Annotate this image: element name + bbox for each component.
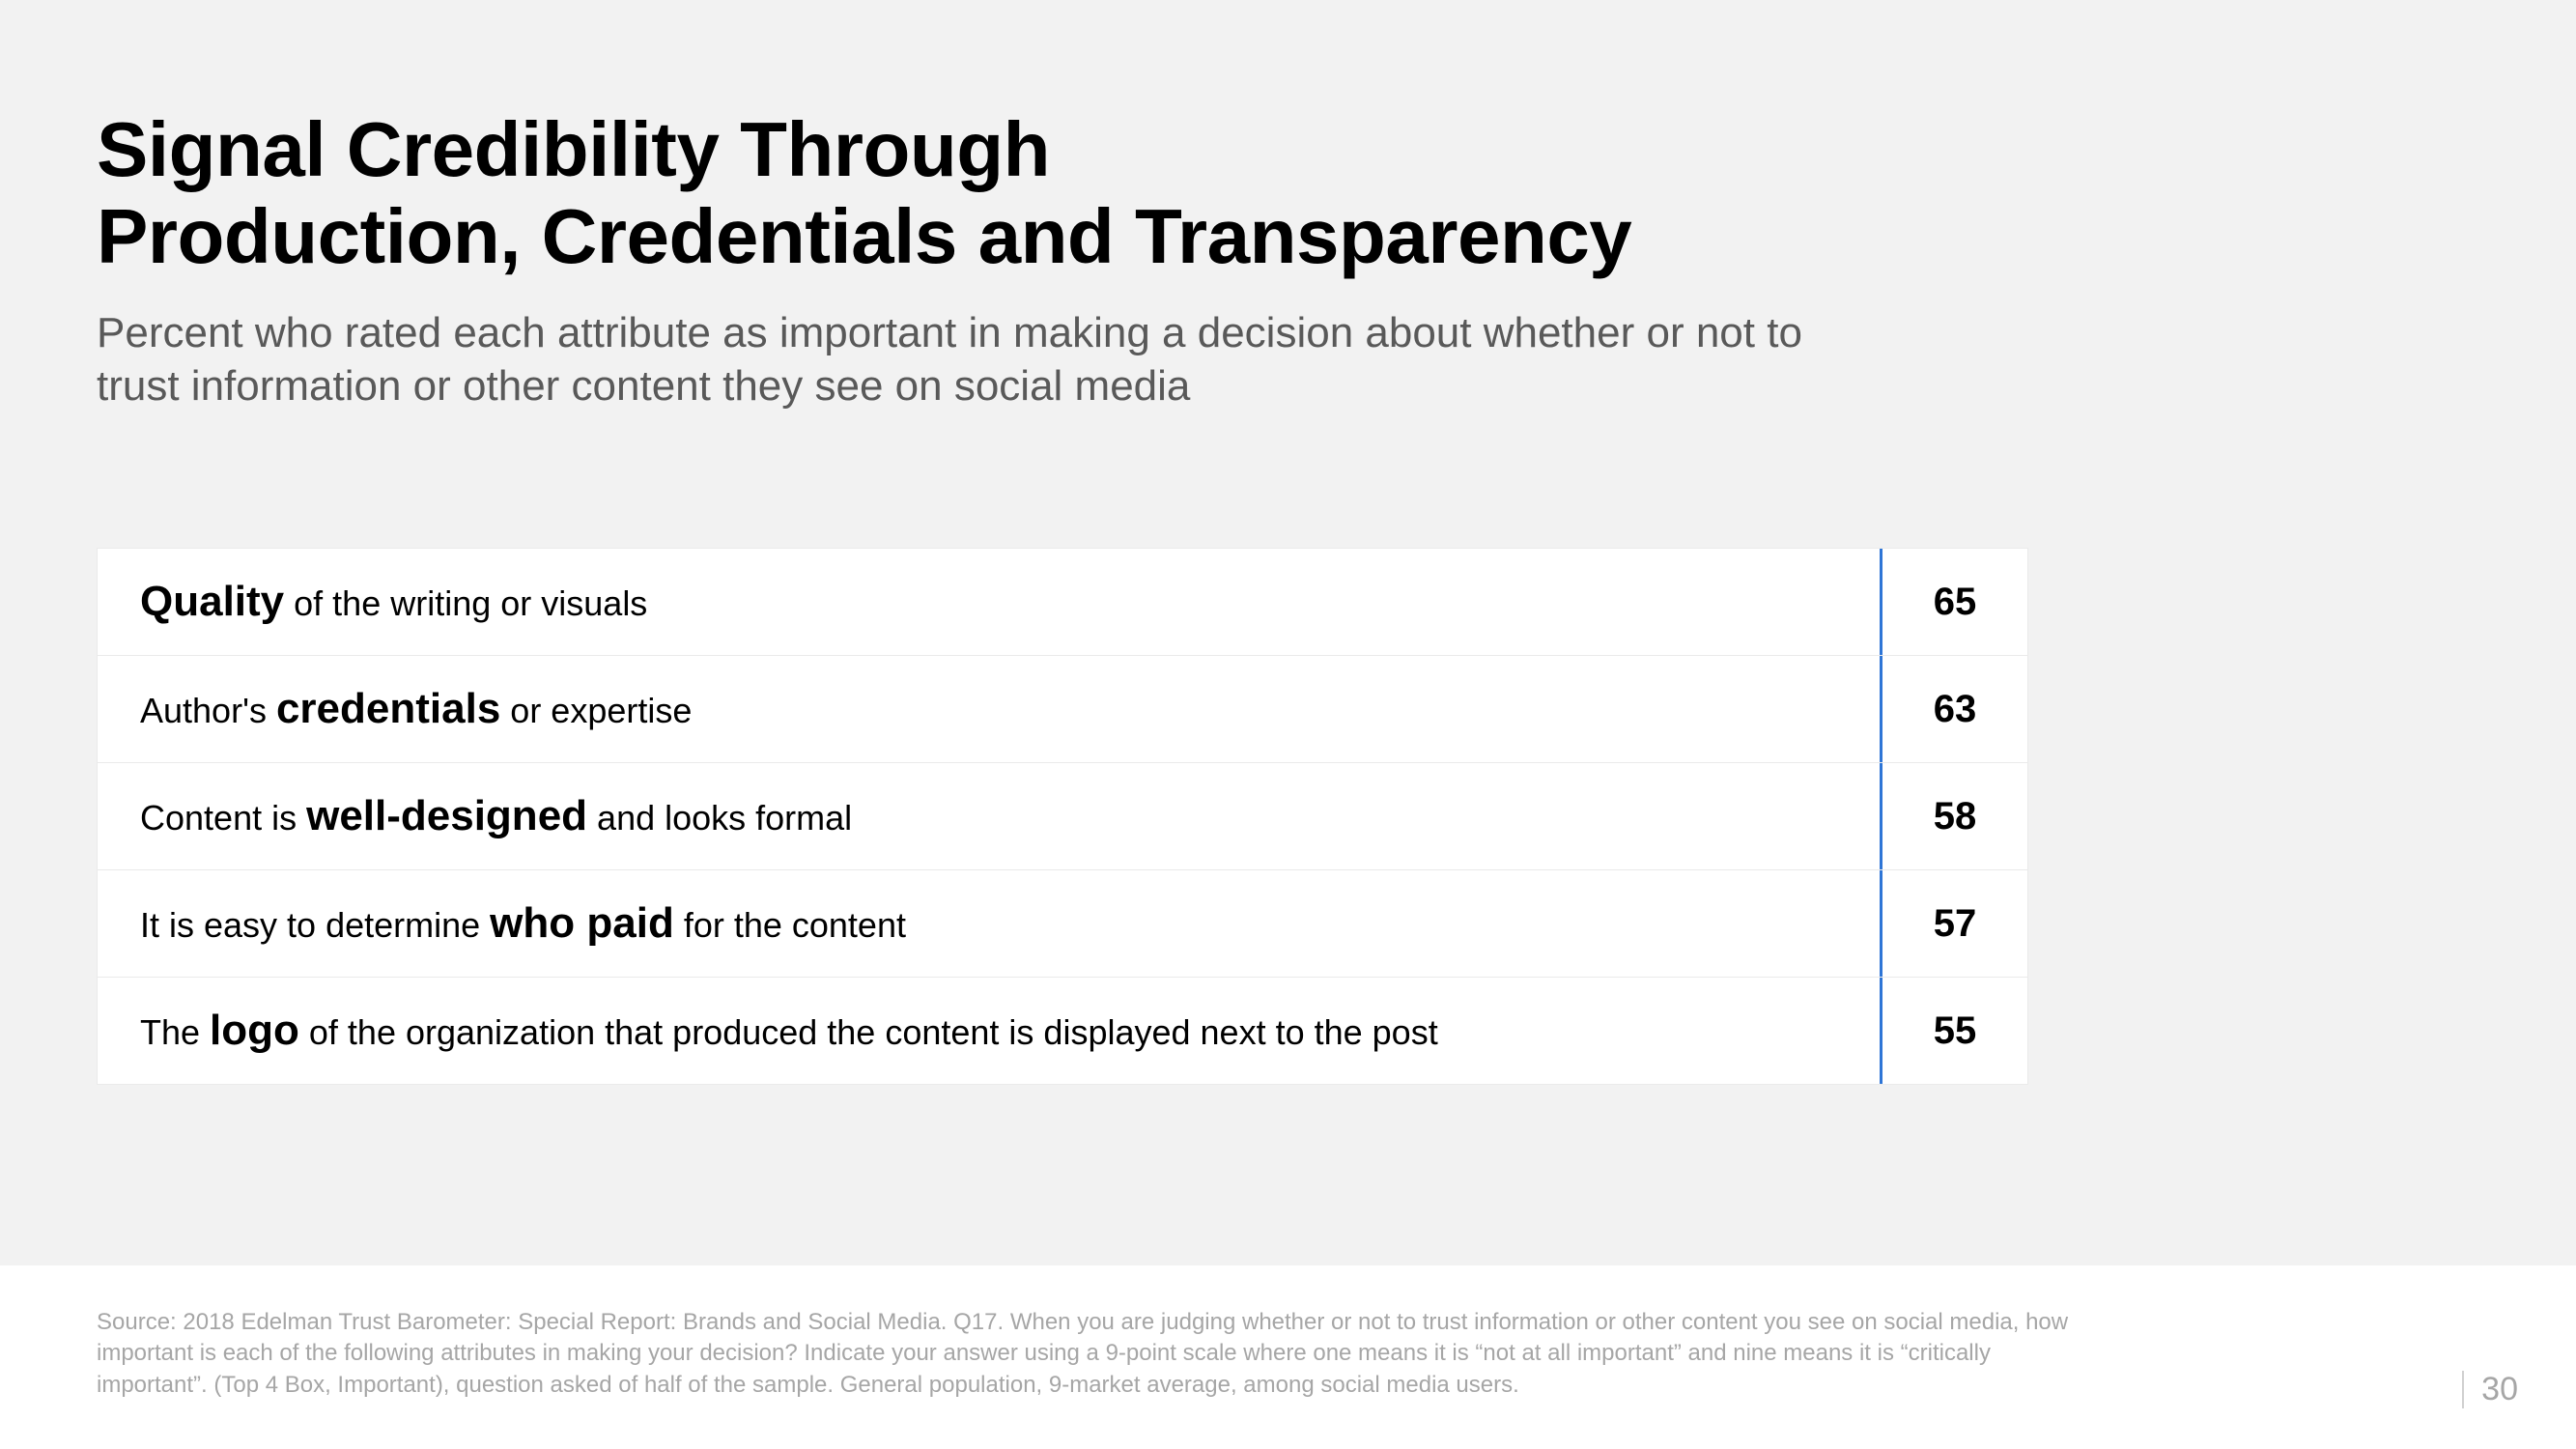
attribute-value: 65 [1882,549,2027,655]
attribute-label: Quality of the writing or visuals [98,549,1882,655]
attribute-value: 63 [1882,656,2027,762]
attribute-label: Author's credentials or expertise [98,656,1882,762]
attribute-value: 55 [1882,978,2027,1084]
source-note: Source: 2018 Edelman Trust Barometer: Sp… [97,1307,2106,1401]
attribute-label: The logo of the organization that produc… [98,978,1882,1084]
table-row: Quality of the writing or visuals 65 [98,549,2027,656]
table-row: The logo of the organization that produc… [98,978,2027,1084]
attribute-value: 57 [1882,870,2027,977]
attribute-label: It is easy to determine who paid for the… [98,870,1882,977]
table-row: Content is well-designed and looks forma… [98,763,2027,870]
slide-title: Signal Credibility Through Production, C… [97,106,2479,279]
attribute-value: 58 [1882,763,2027,869]
table-row: Author's credentials or expertise 63 [98,656,2027,763]
attributes-table: Quality of the writing or visuals 65 Aut… [97,548,2028,1085]
page-number: 30 [2462,1371,2518,1408]
attribute-label: Content is well-designed and looks forma… [98,763,1882,869]
slide-subtitle: Percent who rated each attribute as impo… [97,306,1816,412]
title-line-1: Signal Credibility Through [97,106,1050,192]
table-row: It is easy to determine who paid for the… [98,870,2027,978]
title-line-2: Production, Credentials and Transparency [97,193,1631,279]
